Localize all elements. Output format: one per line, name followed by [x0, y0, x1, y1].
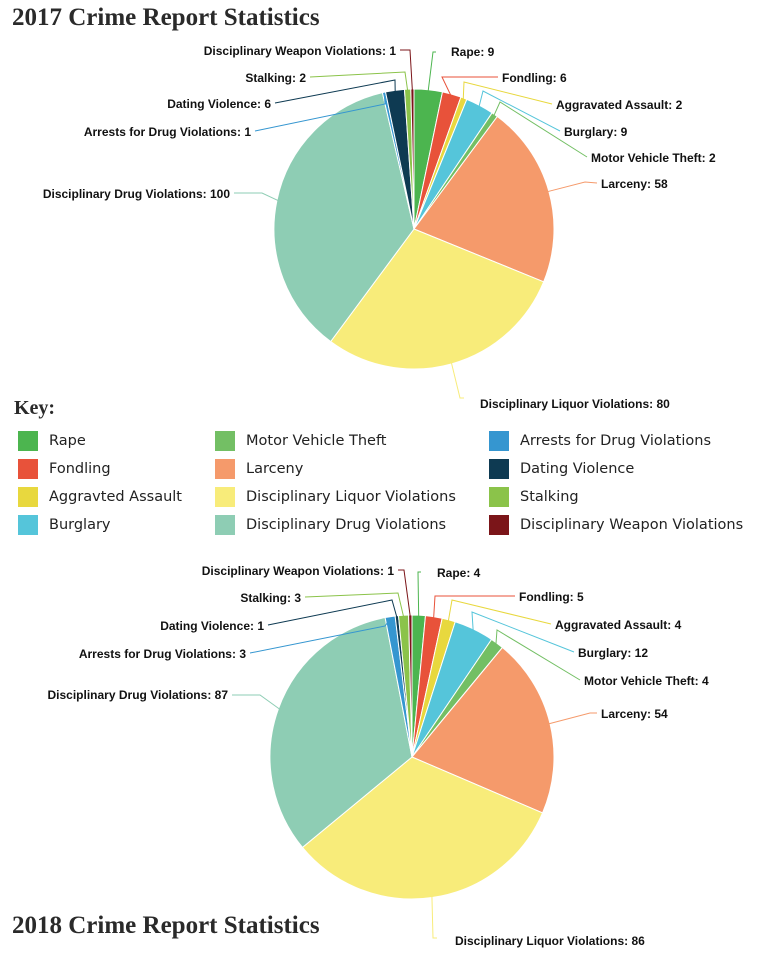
slice-label: Stalking: 3 [240, 591, 301, 605]
slice-label-leader [254, 94, 386, 132]
legend-label: Dating Violence [520, 461, 635, 477]
slice-label-leader [232, 694, 281, 711]
legend-label: Disciplinary Weapon Violations [520, 517, 744, 533]
slice-label-leader [234, 192, 280, 202]
legend-label: Aggravted Assault [49, 489, 182, 505]
legend-item: Disciplinary Weapon Violations [489, 514, 743, 536]
pie-chart-2017: Rape: 9 Fondling: 6 Aggravated Assault: 2 B… [43, 44, 716, 411]
legend-item: Fondling [18, 458, 111, 480]
slice-label-leader [433, 595, 515, 619]
slice-label: Fondling: 6 [502, 71, 567, 85]
slice-label-leader [493, 101, 588, 158]
slice-label: Aggravated Assault: 2 [556, 98, 683, 112]
legend-swatch [215, 431, 235, 451]
slice-label: Disciplinary Weapon Violations: 1 [202, 564, 395, 578]
legend-label: Fondling [49, 461, 111, 477]
key-title: Key: [14, 397, 56, 419]
legend-label: Motor Vehicle Theft [246, 433, 387, 449]
pie-slice [269, 616, 413, 849]
slice-label-leader [398, 569, 411, 618]
legend-item: Aggravted Assault [18, 486, 182, 508]
slice-label-leader [417, 571, 421, 618]
legend-swatch [18, 431, 38, 451]
legend-swatch [489, 459, 509, 479]
legend-item: Rape [18, 430, 86, 452]
legend-label: Arrests for Drug Violations [520, 433, 712, 449]
legend-swatch [215, 487, 235, 507]
legend-swatch [18, 515, 38, 535]
legend-swatch [18, 487, 38, 507]
slice-label: Arrests for Drug Violations: 3 [79, 647, 246, 661]
slice-label-leader [441, 76, 498, 97]
legend-item: Burglary [18, 514, 111, 536]
legend-label: Rape [49, 433, 86, 449]
legend-item: Motor Vehicle Theft [215, 430, 386, 452]
slice-label: Dating Violence: 6 [167, 97, 271, 111]
slice-label-leader [249, 618, 391, 654]
slice-label-leader [400, 49, 413, 92]
slice-label-leader [427, 51, 436, 92]
slice-label: Disciplinary Weapon Violations: 1 [204, 44, 397, 58]
slice-label-leader [447, 599, 552, 625]
legend-swatch [489, 515, 509, 535]
slice-label-leader [431, 895, 437, 939]
legend-label: Disciplinary Liquor Violations [246, 489, 456, 505]
slice-label: Motor Vehicle Theft: 4 [584, 674, 709, 688]
slice-label-leader [267, 599, 398, 626]
slice-label-leader [304, 592, 405, 618]
slice-label: Disciplinary Drug Violations: 87 [48, 688, 229, 702]
legend-swatch [489, 487, 509, 507]
slice-label: Disciplinary Drug Violations: 100 [43, 187, 230, 201]
slice-label-leader [478, 90, 561, 132]
legend-label: Disciplinary Drug Violations [246, 517, 447, 533]
slice-label-leader [471, 611, 575, 653]
slice-label: Rape: 4 [437, 566, 481, 580]
slice-label-leader [274, 79, 396, 104]
legend-item: Disciplinary Drug Violations [215, 514, 446, 536]
legend-swatch [489, 431, 509, 451]
slice-label-leader [462, 81, 553, 105]
legend-label: Stalking [520, 489, 579, 505]
legend-label: Burglary [49, 517, 111, 533]
slice-label-leader [546, 181, 598, 193]
slice-label: Burglary: 12 [578, 646, 648, 660]
slice-label-leader [450, 361, 464, 399]
slice-label: Dating Violence: 1 [160, 619, 264, 633]
legend-item: Arrests for Drug Violations [489, 430, 711, 452]
legend-swatch [215, 459, 235, 479]
slice-label-leader [547, 712, 597, 725]
legend-item: Dating Violence [489, 458, 634, 480]
legend-item: Stalking [489, 486, 579, 508]
legend-item: Disciplinary Liquor Violations [215, 486, 456, 508]
slice-label: Motor Vehicle Theft: 2 [591, 151, 716, 165]
slice-label: Arrests for Drug Violations: 1 [84, 125, 251, 139]
pie-chart-2018: Rape: 4 Fondling: 5 Aggravated Assault: 4 B… [48, 564, 710, 948]
slice-label: Burglary: 9 [564, 125, 628, 139]
legend-item: Larceny [215, 458, 303, 480]
chart-title-2018: 2018 Crime Report Statistics [12, 912, 320, 939]
slice-label: Larceny: 54 [601, 707, 668, 721]
slice-label: Rape: 9 [451, 45, 495, 59]
slice-label: Stalking: 2 [245, 71, 306, 85]
slice-label: Disciplinary Liquor Violations: 80 [480, 397, 670, 411]
slice-label: Larceny: 58 [601, 177, 668, 191]
legend-swatch [18, 459, 38, 479]
slice-label-leader [309, 71, 409, 92]
legend-swatch [215, 515, 235, 535]
slice-label-leader [495, 629, 581, 681]
slice-label: Disciplinary Liquor Violations: 86 [455, 934, 645, 948]
slice-label: Aggravated Assault: 4 [555, 618, 682, 632]
slice-label: Fondling: 5 [519, 590, 584, 604]
legend-label: Larceny [246, 461, 304, 477]
chart-title-2017: 2017 Crime Report Statistics [12, 4, 320, 31]
